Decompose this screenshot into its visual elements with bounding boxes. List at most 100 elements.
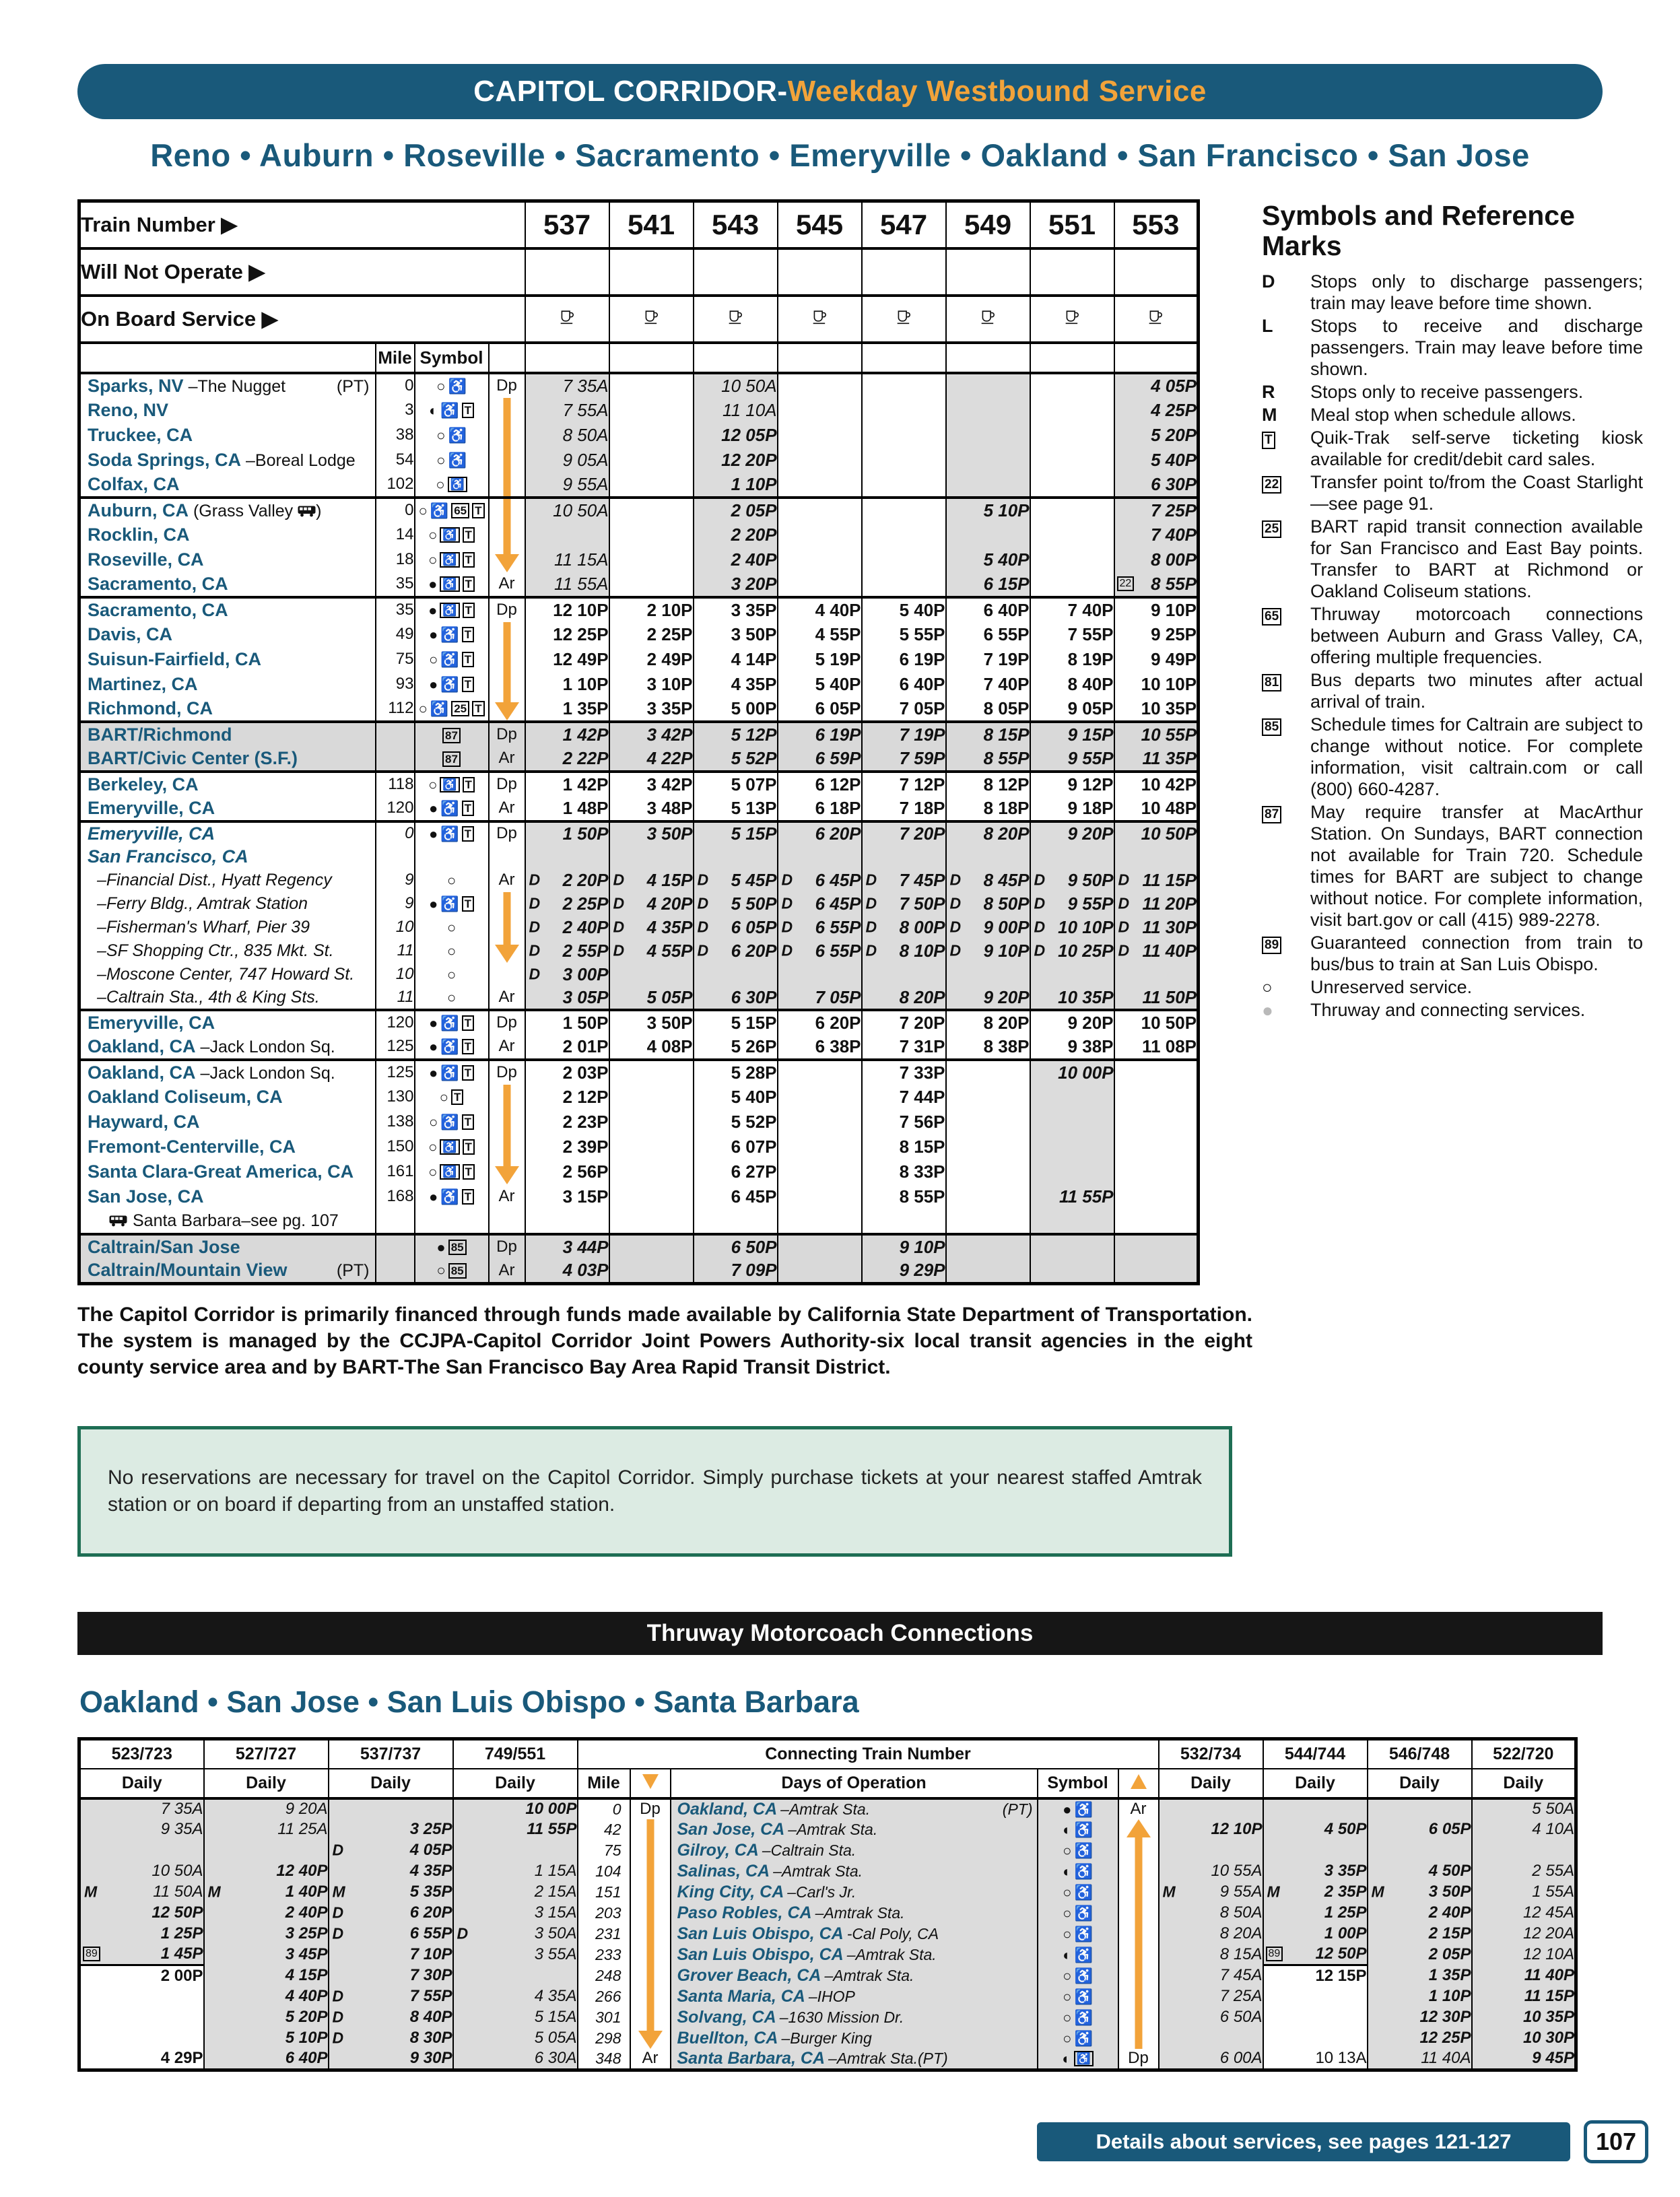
time-value: 10 35P: [1058, 986, 1114, 1007]
on-board-service-label: On Board Service ▶: [79, 294, 525, 343]
station-row: Colfax, CA 102 ○ ♿ 9 55A 1 10P 6 30P: [79, 472, 1199, 498]
time-value: 9 10P: [1151, 599, 1197, 620]
time-value: 4 35P: [409, 1862, 452, 1880]
wheelchair-icon: ♿: [440, 825, 459, 842]
time-value: 3 50P: [1428, 1883, 1471, 1901]
time-value: 9 55A: [562, 473, 609, 494]
time-cell: 6 18P: [776, 796, 862, 821]
wheelchair-icon: ♿: [1074, 1988, 1093, 2005]
dp-ar-cell: [488, 1159, 525, 1184]
bus-time-cell: [1262, 1986, 1368, 2007]
time-cell: 5 07P: [692, 770, 778, 797]
station-row: –Ferry Bldg., Amtrak Station 9 ● ♿ T D 2 25P D 4…: [79, 891, 1199, 916]
station-name: Reno, NV: [88, 399, 169, 420]
time-cell: [1029, 422, 1114, 448]
time-value: 1 00P: [1324, 1924, 1367, 1942]
symbol-cell: ◐ ♿: [1036, 1860, 1118, 1882]
station-name-wrap: Solvang, CA –1630 Mission Dr.: [672, 2008, 1037, 2027]
bus-time-cell: [1262, 1839, 1368, 1861]
time-value: 4 05P: [1151, 375, 1197, 396]
station-cell: Solvang, CA –1630 Mission Dr.: [669, 2006, 1038, 2028]
dp-ar-cell: Ar: [488, 746, 525, 772]
time-cell: 9 49P: [1113, 646, 1199, 672]
time-cell: 5 15P: [692, 1008, 778, 1035]
filled-circle-icon: ●: [428, 675, 438, 693]
time-value: 9 55P: [1067, 747, 1114, 768]
station-name: BART/Civic Center (S.F.): [88, 747, 298, 768]
station-name-wrap: Rocklin, CA: [81, 525, 375, 545]
time-value: 12 20P: [721, 449, 777, 470]
bus-time-cell: 5 05A: [452, 2027, 578, 2049]
filled-circle-icon: ●: [428, 825, 438, 842]
station-row: San Jose, CA 168 ● ♿ T Ar 3 15P 6 45P 8 55P 11 55…: [79, 1184, 1199, 1209]
station-name-wrap: –Fisherman's Wharf, Pier 39: [81, 918, 375, 937]
mile-cell: 348: [576, 2048, 630, 2070]
bus-time-cell: 5 15A: [452, 2006, 578, 2028]
open-circle-icon: ○: [1262, 977, 1273, 997]
bus-time-cell: [1157, 2027, 1263, 2049]
station-cell: Oakland, CA –Jack London Sq.: [79, 1035, 376, 1060]
wheelchair-icon: ♿: [1074, 1883, 1093, 1901]
time-cell: 7 09P: [692, 1258, 778, 1284]
time-prefix: M: [207, 1883, 221, 1901]
time-value: 9 15P: [1067, 724, 1114, 745]
bus-time-cell: 4 10A: [1471, 1819, 1576, 1840]
time-cell: 6 38P: [776, 1034, 862, 1060]
bus-time-cell: 2 55A: [1471, 1860, 1576, 1882]
reference-25-icon: 25: [451, 701, 470, 717]
time-cell: 6 30P: [692, 986, 778, 1010]
symbol-cell: 87: [413, 746, 489, 772]
station-cell: San Luis Obispo, CA -Cal Poly, CA: [669, 1923, 1038, 1945]
route-arrow-bar: [1135, 1923, 1142, 1945]
up-arrow-cell: [1117, 1923, 1159, 1945]
open-circle-icon: ○: [428, 1138, 438, 1155]
quik-trak-icon: T: [461, 1114, 475, 1130]
quik-trak-icon: T: [461, 1189, 475, 1205]
route-arrow-bar: [1135, 1860, 1142, 1882]
time-cell: 1 35P: [524, 696, 609, 722]
bus-number: 749/551: [452, 1738, 578, 1769]
connecting-train-label: Connecting Train Number: [576, 1738, 1159, 1769]
time-cell: [945, 962, 1030, 986]
time-cell: 9 20P: [1029, 1008, 1114, 1035]
time-value: 6 27P: [731, 1161, 777, 1182]
time-value: 11 55P: [1059, 1186, 1114, 1207]
route-arrow-bar: [503, 1159, 511, 1168]
time-cell: 5 00P: [692, 696, 778, 722]
time-value: 3 05P: [562, 986, 609, 1007]
station-row: Emeryville, CA 0 ● ♿ T Dp 1 50P 3 50P 5 15P 6 20P…: [79, 819, 1199, 845]
station-name: –Fisherman's Wharf, Pier 39: [97, 917, 310, 937]
time-value: 8 40P: [1067, 673, 1114, 694]
up-arrow-cell: [1117, 1839, 1159, 1861]
route-arrow-bar: [1135, 1965, 1142, 1986]
time-value: 8 50P: [983, 893, 1030, 914]
station-cell: Berkeley, CA: [79, 770, 376, 797]
station-row: Sparks, NV –The Nugget (PT) 0 ○ ♿ Dp 7 35A 10 50…: [79, 371, 1199, 398]
time-cell: [861, 844, 946, 869]
time-value: 8 33P: [899, 1161, 945, 1182]
sidebar-entry-text: Stops only to receive passengers.: [1310, 382, 1584, 402]
time-value: 12 10A: [1522, 1945, 1575, 1963]
symbol-cell: ◐ ♿: [1036, 2048, 1118, 2070]
time-value: 7 31P: [899, 1036, 945, 1056]
station-row: Oakland, CA –Jack London Sq. 125 ● ♿ T Dp 2 03P…: [79, 1058, 1199, 1085]
time-value: 4 29P: [160, 2049, 203, 2067]
time-cell: [608, 472, 694, 498]
bus-time-cell: 9 30P: [327, 2048, 453, 2070]
time-value: 8 00P: [899, 916, 945, 937]
time-value: 12 25P: [553, 623, 609, 644]
dp-ar-cell: [488, 1084, 525, 1110]
time-cell: D 2 25P: [524, 891, 609, 916]
time-value: 9 38P: [1067, 1036, 1114, 1056]
station-suffix: –IHOP: [808, 1987, 855, 2005]
wheelchair-icon: ♿: [440, 401, 459, 419]
symbol-cell: ● ♿ T: [413, 796, 489, 821]
quik-trak-icon: T: [472, 503, 485, 519]
quik-trak-icon: T: [461, 801, 475, 817]
time-value: 6 40P: [899, 673, 945, 694]
time-cell: D 4 55P: [608, 939, 694, 963]
time-value: 6 55P: [815, 916, 861, 937]
time-cell: 5 52P: [692, 1109, 778, 1135]
symbol-cell: ● ♿ T: [413, 1184, 489, 1209]
mile-cell: 35: [374, 595, 415, 622]
